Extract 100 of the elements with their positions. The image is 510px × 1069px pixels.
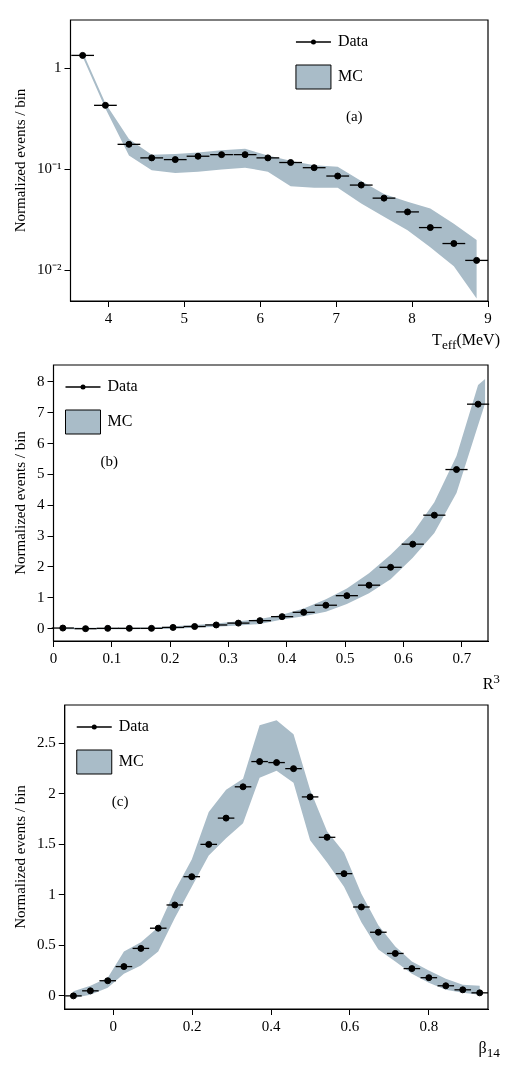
x-tick-label: 0.5 <box>335 649 355 666</box>
point <box>404 208 412 216</box>
x-tick-label: 0.6 <box>394 649 414 666</box>
y-axis-title: Normalized events / bin <box>11 88 28 233</box>
x-tick-label: 0.2 <box>182 1017 202 1034</box>
y-tick-label: 2 <box>48 784 56 801</box>
x-tick-label: 9 <box>484 309 492 326</box>
y-tick-label: 5 <box>37 465 45 482</box>
point <box>430 511 438 519</box>
x-tick-label: 8 <box>408 309 416 326</box>
point <box>218 151 226 159</box>
point <box>290 765 298 773</box>
x-tick-label: 4 <box>104 309 113 326</box>
point <box>300 608 308 616</box>
point <box>194 152 202 160</box>
x-axis-title: β$_{14}$ <box>478 1038 500 1061</box>
y-tick-label: 1.5 <box>37 835 56 852</box>
point <box>322 601 330 609</box>
point <box>323 833 331 841</box>
point <box>188 873 196 881</box>
y-tick-label: 2.5 <box>37 734 56 751</box>
point <box>256 758 264 766</box>
point <box>374 928 382 936</box>
y-tick-label: 1 <box>54 59 62 76</box>
x-tick-label: 7 <box>332 309 341 326</box>
point <box>205 840 213 848</box>
point <box>171 901 179 909</box>
point <box>442 982 450 990</box>
y-tick-label: 0 <box>48 986 56 1003</box>
point <box>273 759 281 767</box>
point <box>212 621 220 629</box>
x-tick-label: 0.2 <box>160 649 180 666</box>
point <box>241 151 249 159</box>
point <box>120 963 128 971</box>
x-axis-title: T$_{eff}$(MeV) <box>432 330 500 353</box>
point <box>104 977 112 985</box>
point <box>426 224 434 232</box>
y-tick-label: 7 <box>37 403 45 420</box>
point <box>343 592 351 600</box>
y-axis-title: Normalized events / bin <box>11 430 28 575</box>
point <box>171 156 179 164</box>
point <box>453 466 461 474</box>
x-tick-label: 0.4 <box>261 1017 281 1034</box>
point <box>380 194 388 202</box>
point <box>154 924 162 932</box>
y-tick-label: 0 <box>37 619 45 636</box>
y-tick-label: 4 <box>37 496 45 513</box>
legend-label: Data <box>118 717 149 735</box>
point <box>306 793 314 801</box>
point <box>59 624 67 632</box>
point <box>408 965 416 973</box>
point <box>125 140 133 148</box>
y-tick-label: 10⁻² <box>37 261 62 278</box>
point <box>278 613 286 621</box>
y-tick-label: 3 <box>37 527 45 544</box>
legend-label: MC <box>118 752 144 770</box>
x-tick-label: 0.3 <box>219 649 238 666</box>
point <box>79 51 87 59</box>
point <box>191 623 199 631</box>
point <box>357 181 365 189</box>
legend-label: Data <box>337 32 369 50</box>
legend-label: MC <box>337 67 363 85</box>
point <box>239 783 247 791</box>
point <box>473 256 481 264</box>
point <box>357 903 365 911</box>
annotation: (b) <box>100 452 118 470</box>
point <box>450 240 458 248</box>
x-tick-label: 6 <box>256 309 265 326</box>
point <box>391 949 399 957</box>
y-tick-label: 0.5 <box>37 936 56 953</box>
y-tick-label: 10⁻¹ <box>37 160 62 177</box>
point <box>409 540 417 548</box>
point <box>147 624 155 632</box>
point <box>101 101 109 109</box>
x-tick-label: 0.8 <box>419 1017 439 1034</box>
point <box>256 617 264 625</box>
point <box>148 154 156 162</box>
point <box>104 624 112 632</box>
x-tick-label: 0.4 <box>277 649 297 666</box>
point <box>287 159 295 167</box>
point <box>86 987 94 995</box>
x-tick-label: 0.7 <box>452 649 472 666</box>
y-axis-title: Normalized events / bin <box>11 784 28 929</box>
point <box>459 986 467 994</box>
y-tick-label: 8 <box>37 372 45 389</box>
point <box>365 581 373 589</box>
point <box>137 944 145 952</box>
point <box>340 870 348 878</box>
legend-label: Data <box>107 377 138 395</box>
point <box>69 992 77 1000</box>
x-tick-label: 0.1 <box>102 649 122 666</box>
point <box>222 814 230 822</box>
legend-label: MC <box>107 412 133 430</box>
point <box>476 989 484 997</box>
point <box>334 172 342 180</box>
point <box>82 625 90 633</box>
y-tick-label: 2 <box>37 557 45 574</box>
point <box>234 619 242 627</box>
x-tick-label: 5 <box>180 309 189 326</box>
x-axis-title: R$^{3}$ <box>482 670 500 693</box>
